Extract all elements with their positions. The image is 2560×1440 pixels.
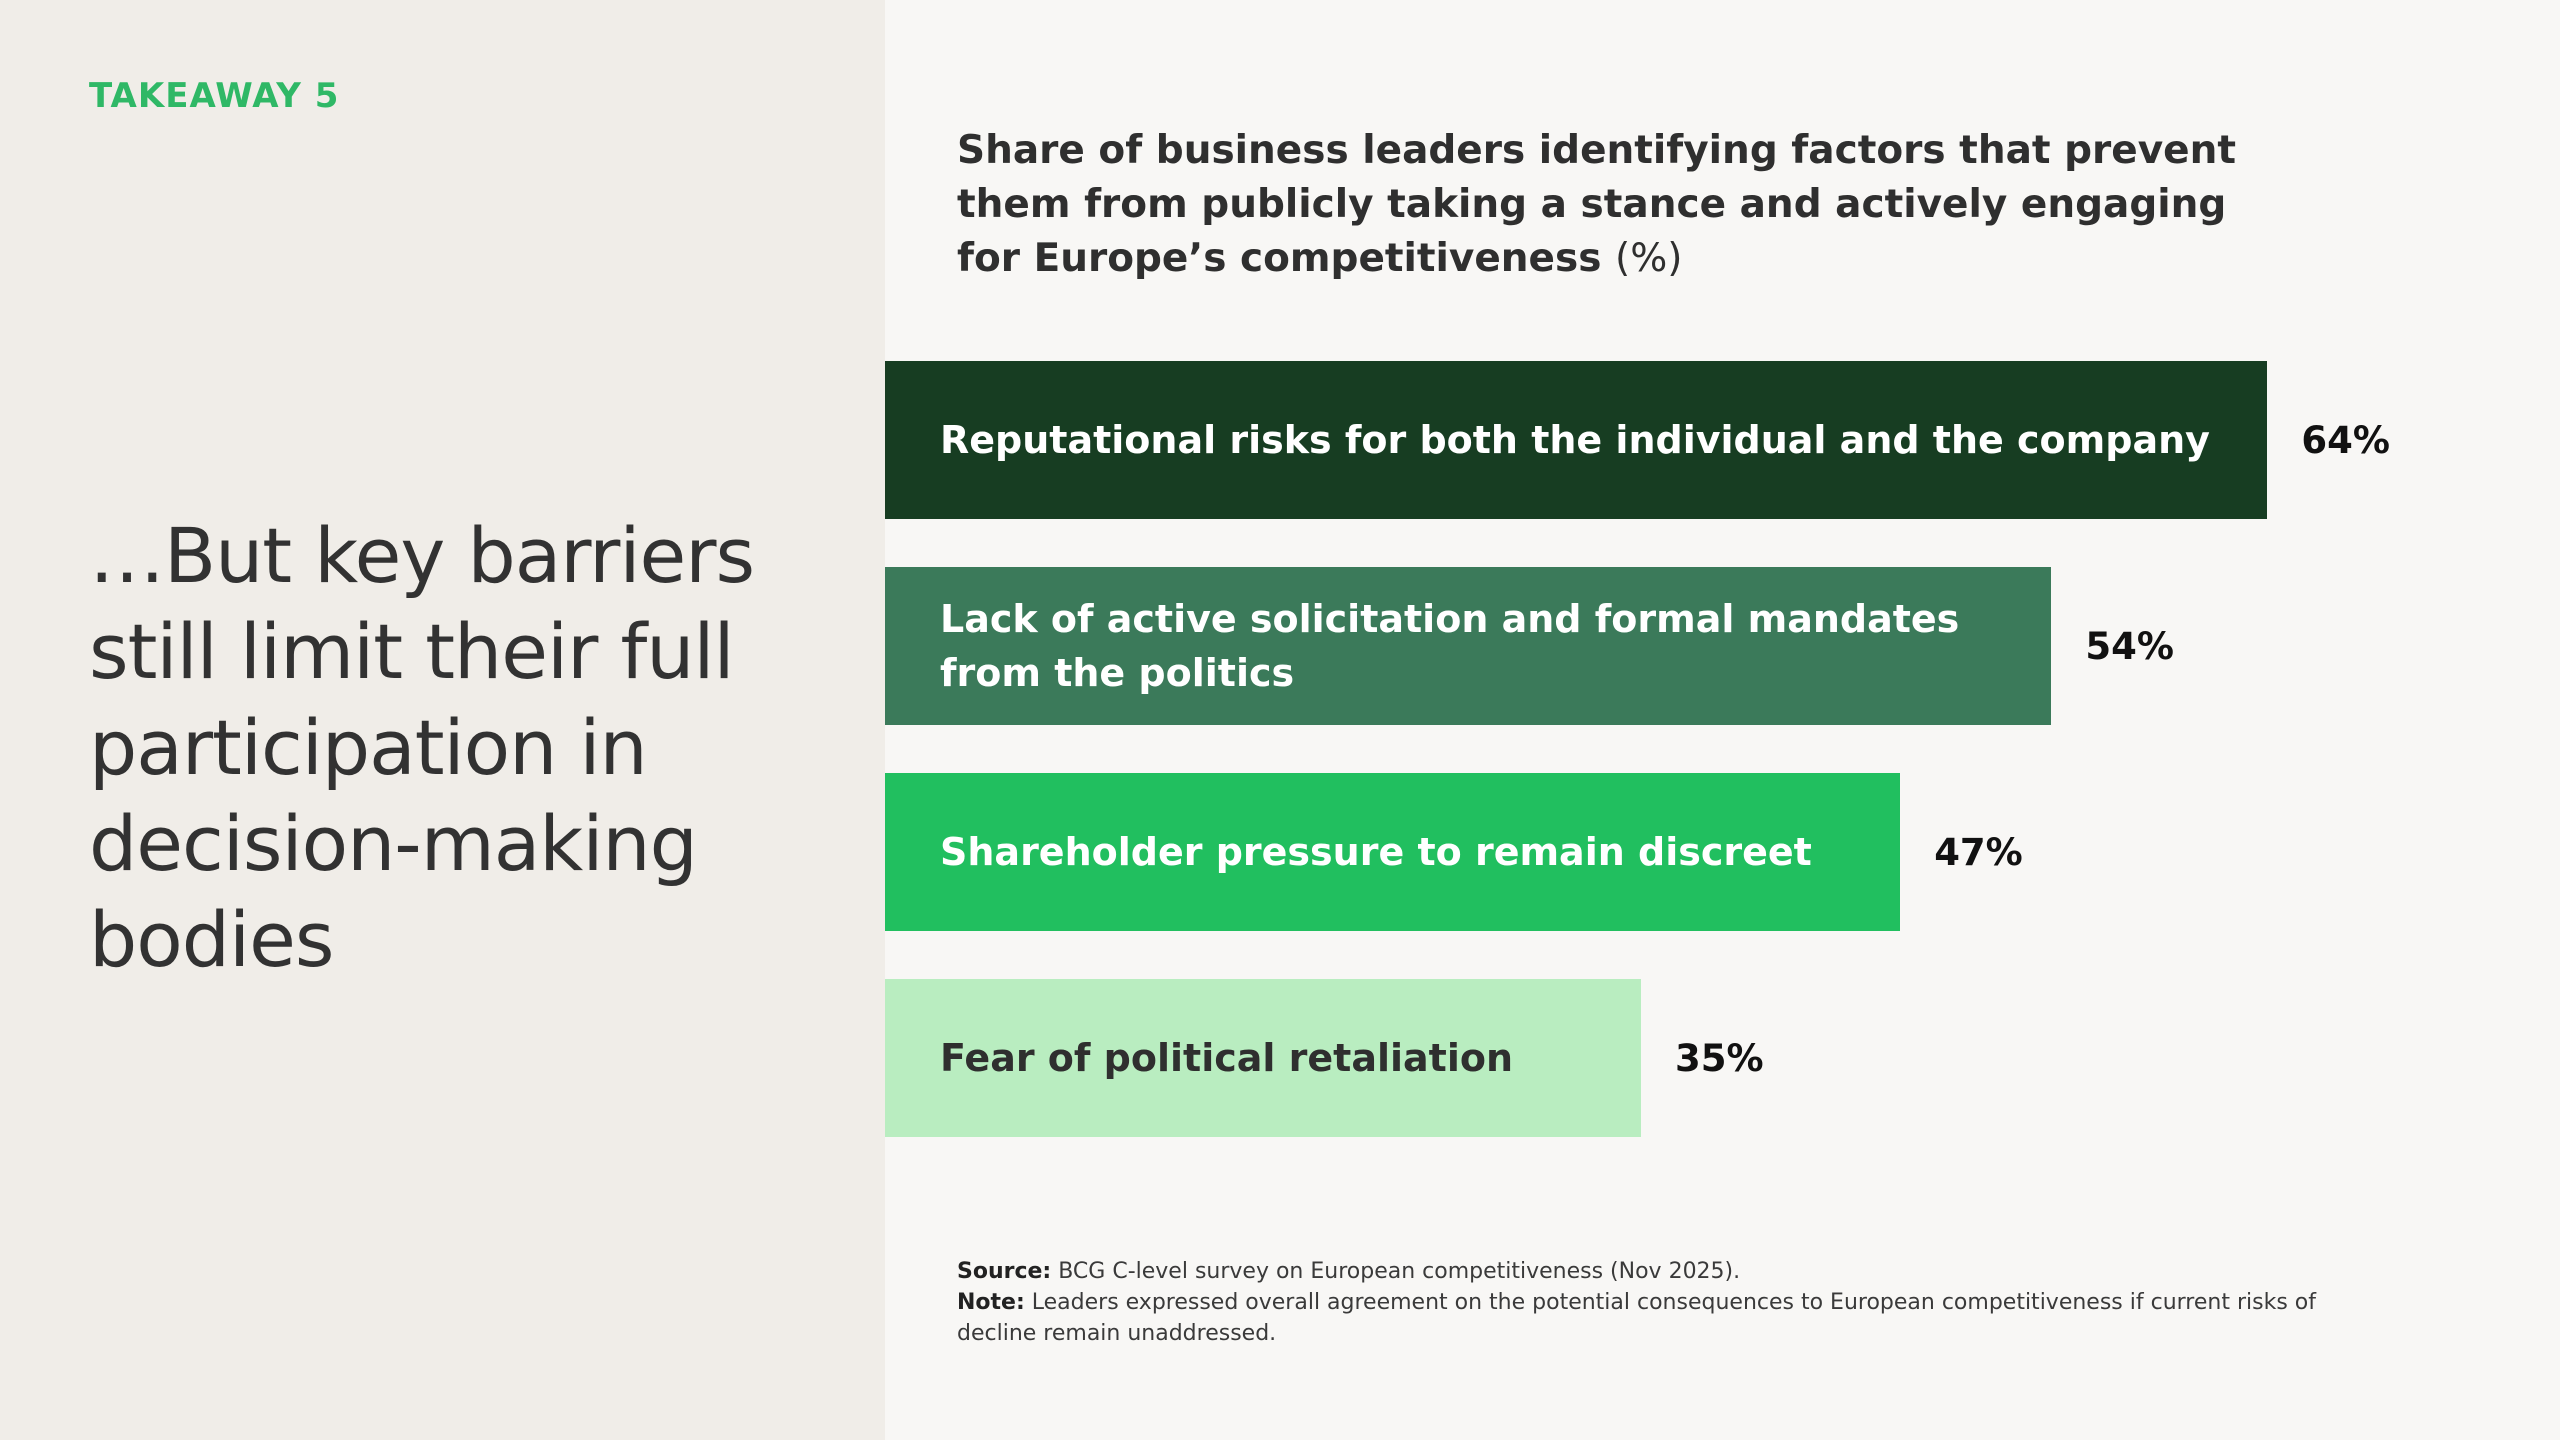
footnote: Source: BCG C-level survey on European c…: [957, 1256, 2377, 1349]
left-panel: [0, 0, 885, 1440]
source-text: BCG C-level survey on European competiti…: [1051, 1259, 1741, 1284]
bar-label-4: Fear of political retaliation: [940, 1036, 1514, 1080]
chart-title: Share of business leaders identifying fa…: [957, 124, 2257, 286]
bar-value-2: 54%: [2085, 624, 2174, 668]
note-text: Leaders expressed overall agreement on t…: [957, 1290, 2316, 1346]
bar-4: Fear of political retaliation: [885, 979, 1641, 1137]
bar-1: Reputational risks for both the individu…: [885, 361, 2268, 519]
bar-3: Shareholder pressure to remain discreet: [885, 773, 1901, 931]
source-label: Source:: [957, 1259, 1052, 1284]
headline: …But key barriers still limit their full…: [89, 511, 755, 984]
bar-label-2: Lack of active solicitation and formal m…: [940, 597, 1960, 695]
chart-title-text: Share of business leaders identifying fa…: [957, 128, 2237, 281]
takeaway-label: TAKEAWAY 5: [89, 76, 340, 116]
bar-value-1: 64%: [2301, 418, 2390, 462]
bar-2: Lack of active solicitation and formal m…: [885, 567, 2052, 725]
note-label: Note:: [957, 1290, 1025, 1315]
note-line: Note: Leaders expressed overall agreemen…: [957, 1287, 2377, 1349]
bar-value-4: 35%: [1675, 1036, 1764, 1080]
chart-title-unit: (%): [1615, 236, 1683, 281]
source-line: Source: BCG C-level survey on European c…: [957, 1256, 2377, 1287]
bar-label-1: Reputational risks for both the individu…: [940, 418, 2210, 462]
bar-value-3: 47%: [1934, 830, 2023, 874]
bar-label-3: Shareholder pressure to remain discreet: [940, 830, 1812, 874]
